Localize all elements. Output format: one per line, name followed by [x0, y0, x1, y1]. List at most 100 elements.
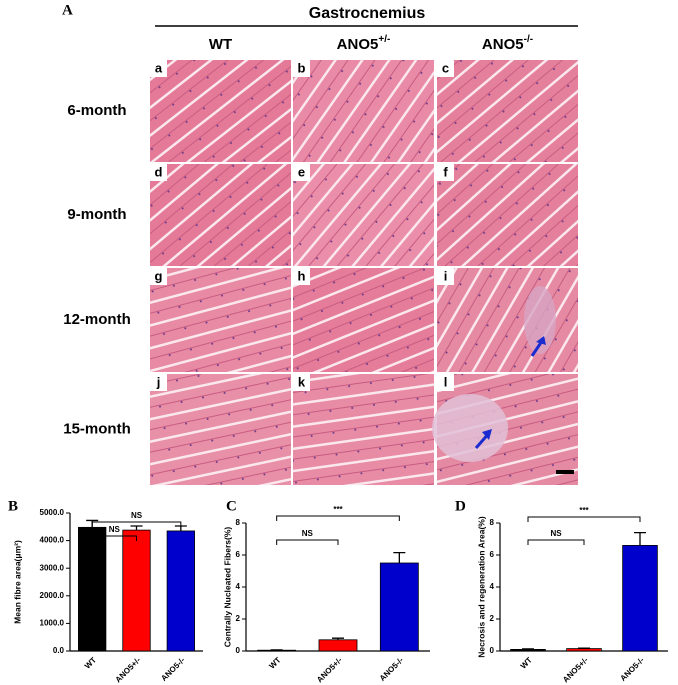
- y-tick-label: 3000.0: [40, 563, 65, 572]
- significance-bracket: [527, 516, 641, 522]
- significance-label: NS: [109, 525, 121, 534]
- tile-letter: g: [155, 268, 163, 283]
- x-tick-label: ANO5+/-: [114, 655, 143, 684]
- x-tick-label: WT: [83, 655, 98, 670]
- significance-bracket: [276, 515, 400, 521]
- x-tick-label: WT: [519, 655, 534, 670]
- tile-letter: f: [443, 164, 448, 179]
- y-tick-label: 0.0: [53, 646, 65, 655]
- y-axis-label: Mean fibre area(μm²): [12, 540, 22, 624]
- tile-letter-bg: [150, 60, 167, 77]
- column-header: WT: [209, 36, 232, 53]
- y-tick-label: 4: [236, 582, 241, 591]
- x-tick-label: ANO5-/-: [618, 655, 646, 683]
- tile-letter: b: [298, 60, 306, 75]
- significance-label: NS: [131, 511, 143, 520]
- tile-letter-bg: [150, 268, 167, 285]
- histology-image: [150, 164, 291, 266]
- tile-letter-bg: [437, 164, 454, 181]
- x-tick-label: ANO5+/-: [561, 655, 590, 684]
- tile-letter: a: [155, 60, 163, 75]
- y-tick-label: 2: [236, 614, 241, 623]
- tile-letter-bg: [437, 374, 454, 391]
- tile-letter-bg: [293, 374, 310, 391]
- row-label: 12-month: [63, 311, 131, 328]
- arrow-head: [482, 429, 492, 440]
- tile-letter-bg: [150, 374, 167, 391]
- y-tick-label: 4: [490, 582, 495, 591]
- significance-bracket: [91, 521, 182, 527]
- histology-image: [437, 268, 578, 372]
- histology-image: [293, 60, 434, 162]
- tile-letter: k: [298, 374, 306, 389]
- histology-image: [293, 164, 434, 266]
- tile-letter-bg: [293, 164, 310, 181]
- x-tick-label: ANO5-/-: [159, 655, 187, 683]
- y-tick-label: 6: [236, 550, 241, 559]
- tile-letter: e: [298, 164, 305, 179]
- bar: [379, 562, 419, 652]
- tile-letter-bg: [437, 268, 454, 285]
- error-bar: [634, 531, 646, 546]
- tile-letter: c: [442, 60, 449, 75]
- tile-letter: j: [156, 374, 161, 389]
- panel-label: C: [226, 498, 237, 514]
- row-label: 6-month: [67, 102, 126, 119]
- row-label: 9-month: [67, 206, 126, 223]
- y-tick-label: 8: [236, 518, 241, 527]
- histology-image: [293, 268, 434, 372]
- significance-label: NS: [302, 529, 314, 538]
- bar: [318, 639, 358, 652]
- tile-letter: d: [155, 164, 163, 179]
- y-tick-label: 5000.0: [40, 508, 65, 517]
- histology-image: [437, 164, 578, 266]
- panel-label: B: [8, 498, 18, 514]
- column-header: ANO5-/-: [482, 34, 533, 53]
- significance-bracket: [276, 539, 339, 545]
- y-tick-label: 8: [490, 518, 495, 527]
- y-tick-label: 0: [490, 646, 495, 655]
- tile-letter: h: [298, 268, 306, 283]
- muscle-title: Gastrocnemius: [309, 5, 426, 22]
- significance-bracket: [91, 535, 137, 541]
- significance-label: ***: [333, 505, 343, 514]
- y-tick-label: 0: [236, 646, 241, 655]
- tile-letter-bg: [293, 60, 310, 77]
- column-name: ANO5: [337, 36, 379, 53]
- bar: [566, 648, 602, 652]
- column-sup: -/-: [524, 34, 533, 45]
- x-tick-label: WT: [267, 655, 282, 670]
- column-sup: +/-: [378, 34, 390, 45]
- y-tick-label: 1000.0: [40, 619, 65, 628]
- tile-letter-bg: [437, 60, 454, 77]
- row-label: 15-month: [63, 420, 131, 437]
- error-bar: [332, 637, 344, 640]
- y-tick-label: 4000.0: [40, 536, 65, 545]
- panel-label: D: [455, 498, 466, 514]
- y-tick-label: 2000.0: [40, 591, 65, 600]
- significance-label: ***: [579, 506, 589, 515]
- histology-image: [150, 268, 291, 372]
- arrow-head: [536, 336, 546, 345]
- error-bar: [393, 551, 406, 563]
- x-tick-label: ANO5-/-: [378, 655, 406, 683]
- histology-image: [150, 374, 291, 485]
- y-tick-label: 2: [490, 614, 495, 623]
- y-axis-label: Centrally Nucleated Fibers(%): [222, 527, 232, 648]
- column-name: WT: [209, 36, 232, 53]
- column-header: ANO5+/-: [337, 34, 391, 53]
- histology-image: [437, 60, 578, 162]
- lesion: [432, 394, 508, 462]
- tile-letter: i: [444, 268, 448, 283]
- histology-image: [293, 374, 434, 485]
- bar: [78, 526, 107, 652]
- error-bar: [130, 525, 143, 531]
- panel-label: A: [62, 2, 73, 18]
- bar: [122, 529, 151, 652]
- scale-bar: [556, 470, 574, 474]
- bar: [622, 545, 658, 652]
- significance-bracket: [527, 539, 585, 545]
- tile-letter-bg: [293, 268, 310, 285]
- x-tick-label: ANO5+/-: [315, 655, 344, 684]
- tile-letter: l: [444, 374, 448, 389]
